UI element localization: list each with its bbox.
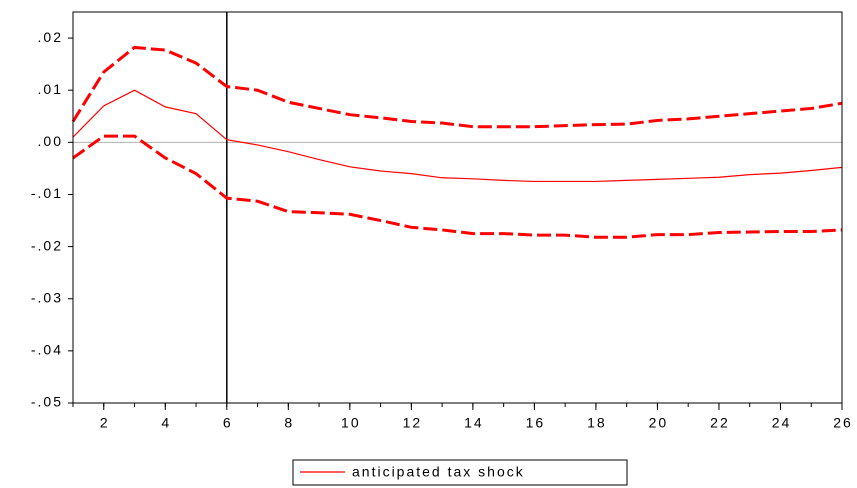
- x-tick-label: 16: [526, 415, 546, 431]
- y-tick-label: -.05: [31, 394, 63, 410]
- y-tick-label: -.01: [31, 185, 63, 201]
- plot-frame: [72, 11, 843, 404]
- x-tick-label: 24: [772, 415, 792, 431]
- y-tick-label: -.02: [31, 237, 63, 253]
- legend-box: [292, 459, 628, 486]
- y-tick-label: -.04: [31, 342, 63, 358]
- x-tick-label: 6: [223, 415, 233, 431]
- y-tick-label: .02: [38, 29, 63, 45]
- y-tick-label: .01: [38, 81, 63, 97]
- x-tick-label: 20: [649, 415, 669, 431]
- y-tick-label: -.03: [31, 289, 63, 305]
- legend-label: anticipated tax shock: [352, 464, 525, 480]
- x-tick-label: 18: [587, 415, 607, 431]
- x-tick-label: 4: [161, 415, 171, 431]
- x-tick-label: 10: [341, 415, 361, 431]
- confidence-band: [72, 134, 843, 239]
- y-tick-label: .00: [38, 133, 63, 149]
- x-tick-label: 2: [100, 415, 110, 431]
- x-tick-label: 8: [284, 415, 294, 431]
- x-tick-label: 22: [710, 415, 730, 431]
- series-line: [72, 89, 843, 183]
- confidence-band: [71, 45, 843, 129]
- x-tick-label: 14: [464, 415, 484, 431]
- x-tick-label: 12: [403, 415, 423, 431]
- x-tick-label: 26: [833, 415, 853, 431]
